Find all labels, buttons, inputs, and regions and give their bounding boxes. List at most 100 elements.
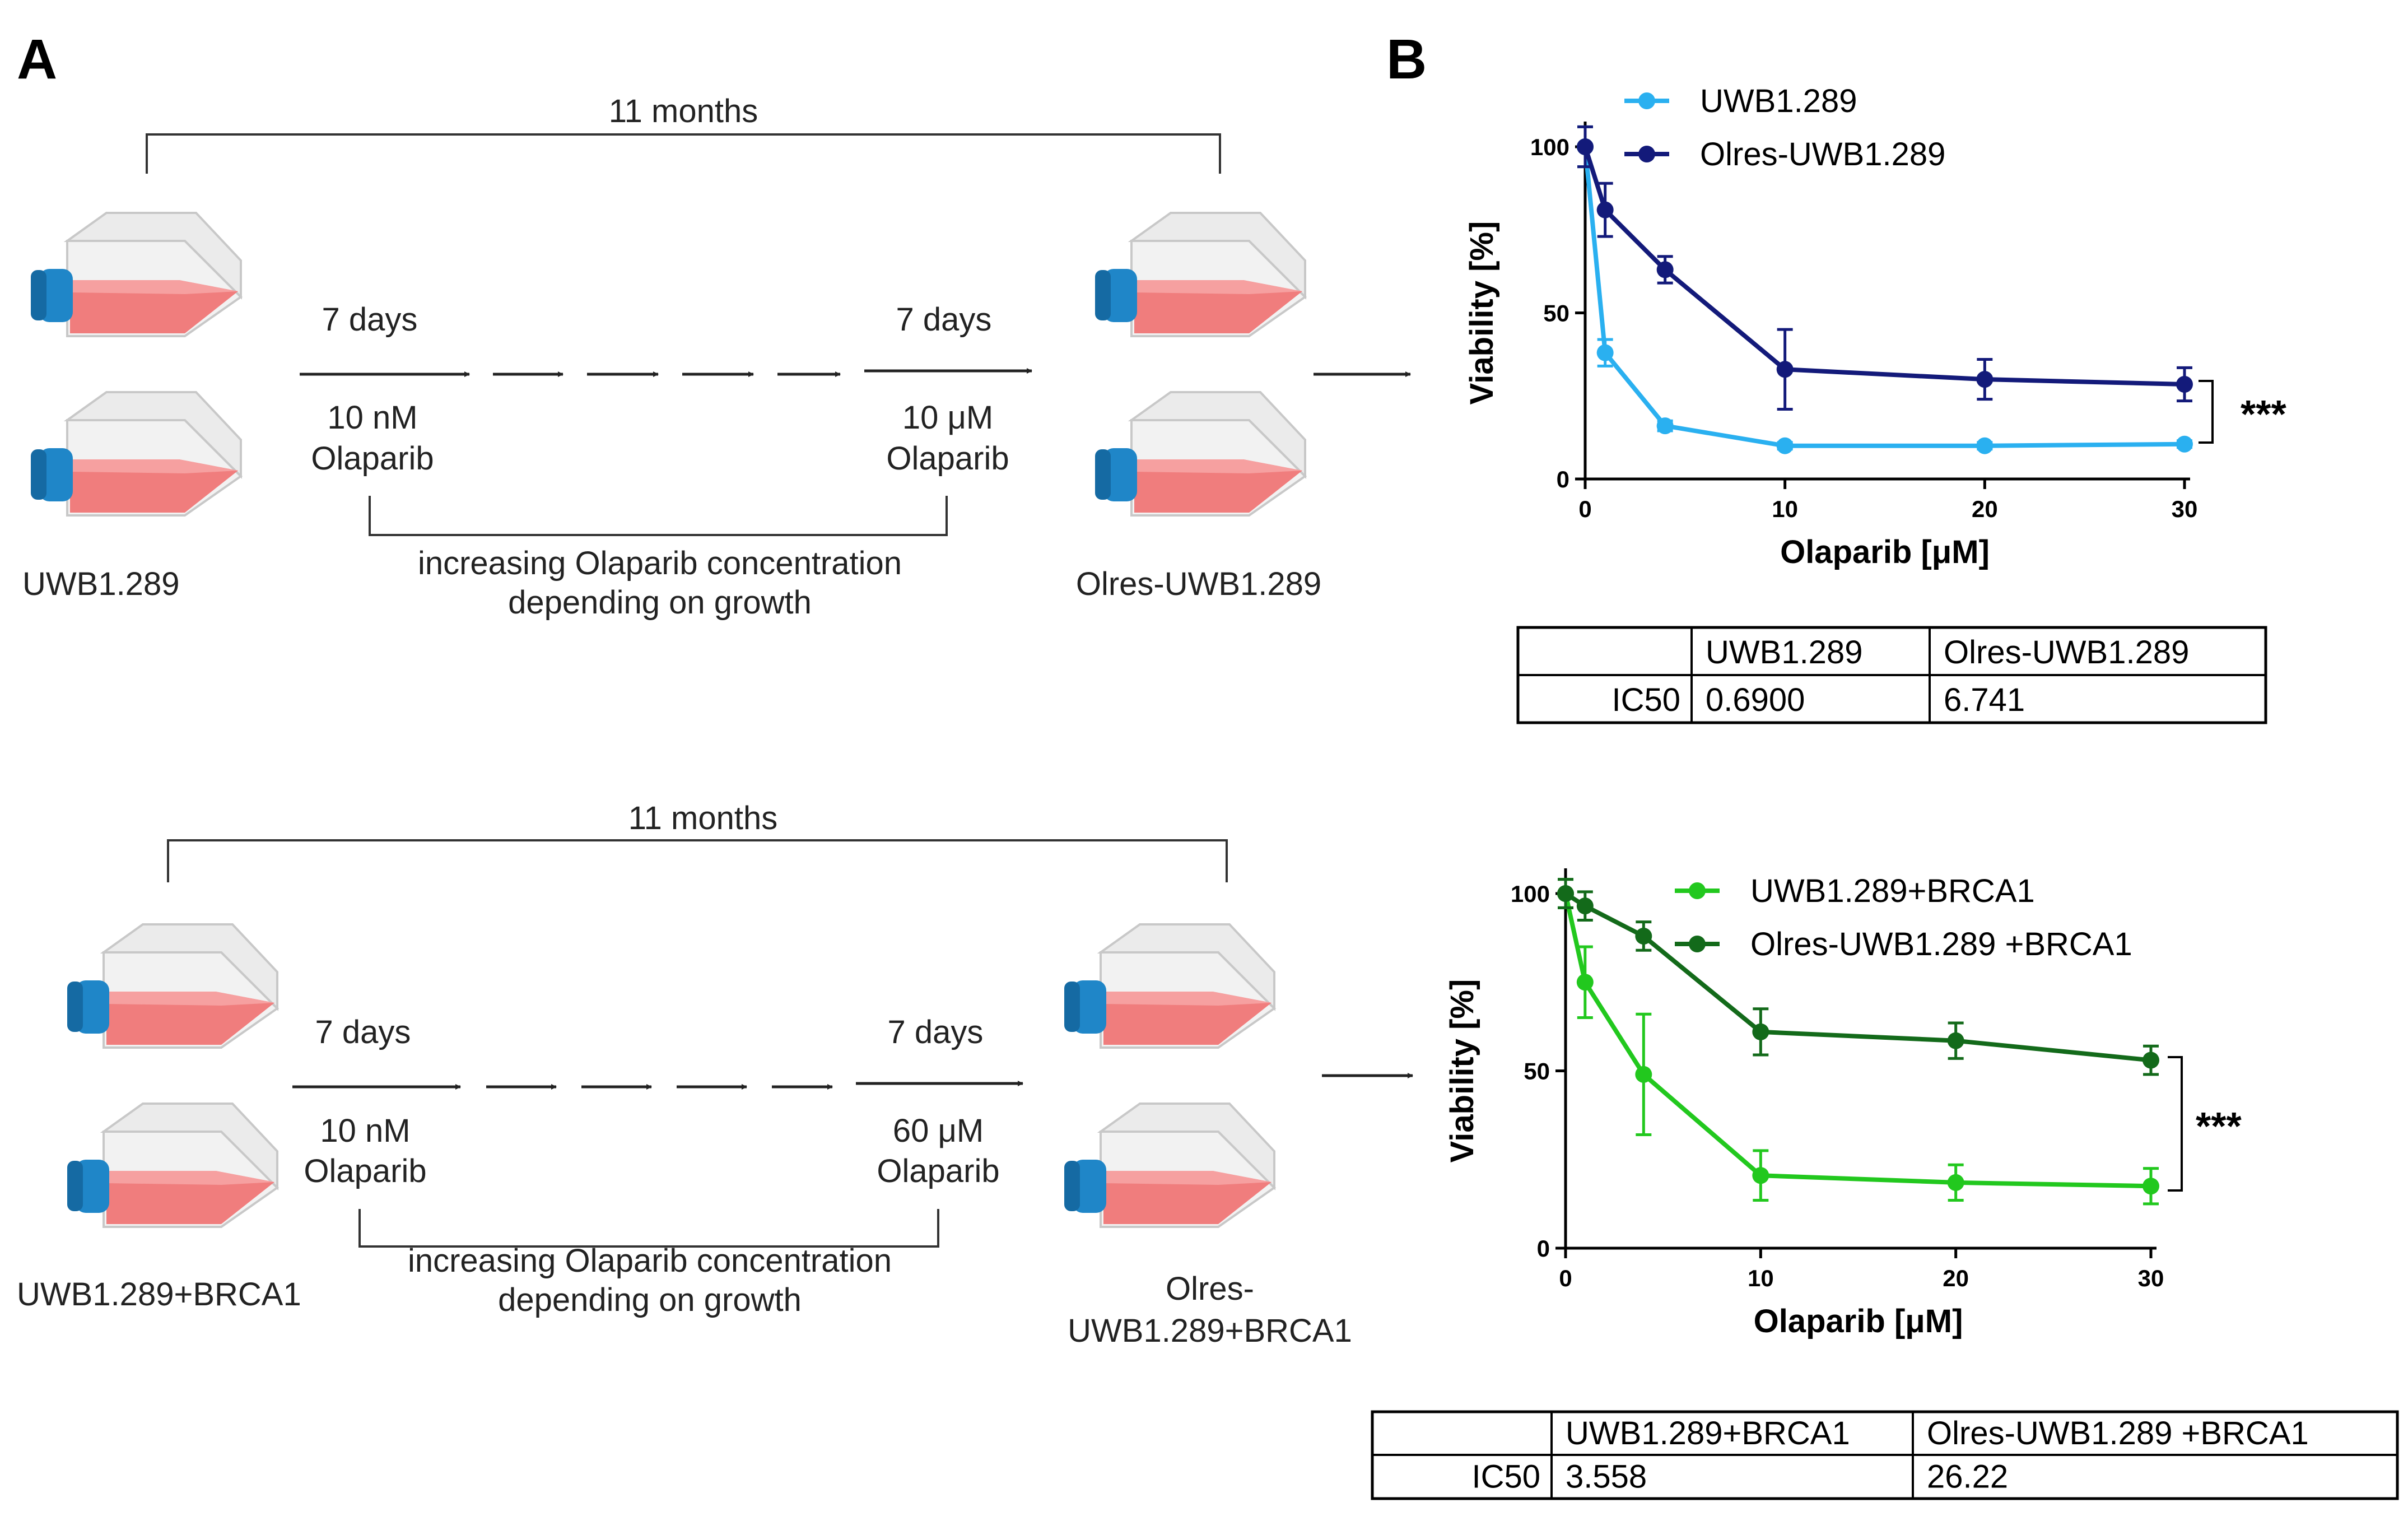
start-concentration: 10 nM (327, 399, 417, 436)
table-cell: 3.558 (1566, 1459, 1647, 1495)
end-flask-1 (1094, 212, 1306, 337)
data-point (2176, 375, 2193, 393)
panel-label-b: B (1386, 28, 1427, 91)
duration-label: 11 months (628, 800, 778, 836)
data-point (1976, 371, 1994, 388)
significance-bracket (2168, 1056, 2183, 1192)
data-point (1656, 417, 1674, 435)
data-point (1557, 885, 1574, 902)
duration-label: 11 months (609, 93, 758, 129)
start-flask-2 (66, 1103, 278, 1228)
x-axis-title: Olaparib [μM] (1780, 534, 1990, 570)
legend-label: UWB1.289+BRCA1 (1750, 873, 2035, 909)
x-tick-label: 20 (1972, 496, 1998, 522)
data-point (1635, 1066, 1652, 1083)
end-concentration: 10 μM (902, 399, 993, 436)
series-line (1583, 146, 2185, 448)
x-tick-label: 0 (1559, 1265, 1572, 1291)
end-flask-1 (1063, 923, 1275, 1049)
ic50-table-top: UWB1.289 Olres-UWB1.289 IC50 0.6900 6.741 (1516, 626, 2267, 724)
first-step-days: 7 days (315, 1014, 411, 1050)
x-tick-label: 30 (2172, 496, 2198, 522)
start-drug: Olaparib (304, 1153, 426, 1189)
x-tick-label: 10 (1748, 1265, 1774, 1291)
y-tick-label: 0 (1537, 1235, 1550, 1262)
table-cell: 6.741 (1944, 682, 2025, 718)
data-point (1976, 437, 1994, 454)
concentration-bracket (369, 496, 948, 536)
viability-chart-bottom: 0 10 20 30 0 50 100 Olaparib [μM] Viability [%] U… (1444, 868, 2242, 1339)
start-concentration: 10 nM (320, 1113, 410, 1149)
note-line-1: increasing Olaparib concentration (418, 545, 902, 582)
start-drug: Olaparib (311, 440, 434, 477)
start-cell-line-label: UWB1.289 (22, 566, 179, 602)
data-point (2142, 1178, 2159, 1195)
data-point (1576, 897, 1594, 915)
end-drug: Olaparib (877, 1153, 999, 1189)
table-row-label: IC50 (1471, 1459, 1540, 1495)
data-point (1656, 261, 1674, 278)
end-cell-line-label: Olres-UWB1.289 (1076, 566, 1321, 602)
series-2 (1557, 878, 2159, 1076)
end-concentration: 60 μM (893, 1113, 984, 1149)
x-tick-label: 0 (1578, 496, 1591, 522)
ic50-table-bottom: UWB1.289+BRCA1 Olres-UWB1.289 +BRCA1 IC50 3… (1371, 1410, 2399, 1500)
significance-label: *** (2196, 1104, 2242, 1148)
last-step-days: 7 days (888, 1014, 984, 1050)
series-line (1583, 146, 2185, 387)
data-point (1947, 1032, 1964, 1049)
x-tick-label: 30 (2138, 1265, 2164, 1291)
end-cell-line-label-2: UWB1.289+BRCA1 (1068, 1313, 1352, 1349)
data-point (1576, 974, 1594, 991)
y-axis-title: Viability [%] (1464, 221, 1500, 405)
table-row-label: IC50 (1611, 682, 1680, 718)
series-2 (1577, 125, 2193, 411)
table-header-cell: Olres-UWB1.289 (1944, 634, 2189, 671)
legend-label: Olres-UWB1.289 (1700, 136, 1945, 173)
duration-bracket (167, 839, 1228, 882)
x-tick-label: 20 (1943, 1265, 1969, 1291)
table-header-cell: UWB1.289 (1706, 634, 1862, 671)
panel-label-a: A (17, 28, 57, 91)
y-axis-title: Viability [%] (1444, 979, 1480, 1163)
data-point (1752, 1023, 1769, 1040)
start-flask-1 (66, 923, 278, 1049)
series-1 (1577, 125, 2193, 454)
series-line (1563, 893, 2151, 1189)
series-line (1564, 891, 2151, 1063)
first-step-days: 7 days (322, 301, 418, 338)
table-cell: 26.22 (1927, 1459, 2008, 1495)
data-point (1596, 344, 1614, 361)
bottom-diagram: 11 months 7 days 7 days 10 nM Olaparib 6… (17, 800, 1413, 1349)
legend-swatch-marker (1638, 92, 1655, 109)
data-point (1752, 1167, 1769, 1184)
significance-bracket (2199, 380, 2214, 444)
legend-swatch-marker (1689, 882, 1706, 899)
data-point (1947, 1174, 1964, 1191)
legend-swatch-marker (1638, 146, 1655, 162)
duration-bracket (146, 133, 1221, 174)
y-tick-label: 50 (1543, 300, 1569, 327)
start-flask-1 (30, 212, 242, 337)
x-axis-title: Olaparib [μM] (1754, 1303, 1963, 1339)
start-cell-line-label: UWB1.289+BRCA1 (17, 1276, 301, 1313)
data-point (1577, 138, 1594, 155)
last-step-days: 7 days (896, 301, 992, 338)
legend-label: Olres-UWB1.289 +BRCA1 (1750, 926, 2132, 962)
y-tick-label: 0 (1557, 466, 1569, 492)
start-flask-2 (30, 391, 242, 517)
data-point (1776, 437, 1794, 454)
viability-chart-top: 0 10 20 30 0 50 100 Olaparib [μM] Viability [%] U… (1464, 83, 2286, 570)
data-point (2176, 435, 2193, 453)
note-line-2: depending on growth (508, 584, 812, 621)
data-point (1776, 361, 1794, 378)
note-line-2: depending on growth (498, 1282, 802, 1318)
y-tick-label: 50 (1524, 1058, 1550, 1085)
table-header-cell: Olres-UWB1.289 +BRCA1 (1927, 1415, 2309, 1452)
table-header-cell: UWB1.289+BRCA1 (1566, 1415, 1850, 1452)
table-cell: 0.6900 (1706, 682, 1805, 718)
data-point (2142, 1052, 2159, 1069)
end-flask-2 (1094, 391, 1306, 517)
